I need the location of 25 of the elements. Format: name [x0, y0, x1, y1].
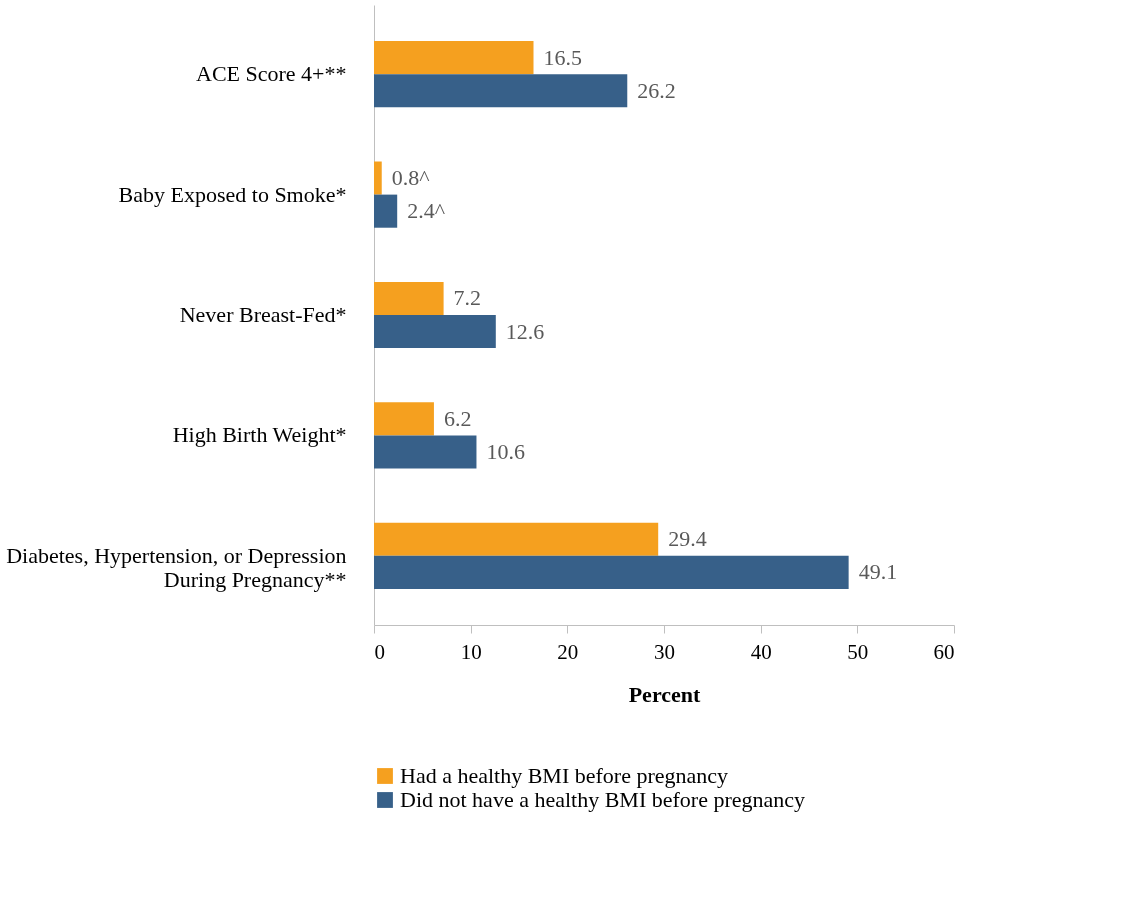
- x-tick-label: 0: [374, 639, 385, 664]
- x-tick-label: 60: [933, 639, 955, 664]
- x-tick-label: 30: [654, 639, 675, 664]
- data-label: 26.2: [637, 77, 676, 103]
- data-label: 10.6: [486, 438, 525, 464]
- y-tick-label: Never Breast-Fed*: [179, 302, 347, 327]
- data-label: 29.4: [668, 526, 707, 552]
- x-tick-label: 10: [460, 639, 482, 664]
- y-tick-label: High Birth Weight*: [172, 422, 347, 448]
- x-axis-title: Percent: [628, 681, 701, 707]
- x-tick-label: 20: [557, 639, 579, 664]
- y-tick-label: Baby Exposed to Smoke*: [118, 181, 347, 207]
- data-label: 16.5: [543, 44, 582, 70]
- data-label: 0.8^: [391, 165, 431, 191]
- data-label: 49.1: [858, 559, 898, 585]
- data-label: 12.6: [505, 318, 545, 344]
- x-tick-label: 50: [847, 639, 869, 664]
- x-tick-label: 40: [750, 639, 772, 664]
- y-tick-label: Diabetes, Hypertension, or Depression During Pregnancy**: [6, 542, 347, 592]
- y-tick-label: ACE Score 4+**: [196, 61, 347, 87]
- legend-label: Had a healthy BMI before pregnancy: [400, 763, 729, 788]
- data-label: 7.2: [453, 285, 482, 311]
- data-label: 6.2: [443, 405, 472, 431]
- legend-label: Did not have a healthy BMI before pregnancy: [400, 787, 806, 812]
- data-label: 2.4^: [407, 198, 446, 224]
